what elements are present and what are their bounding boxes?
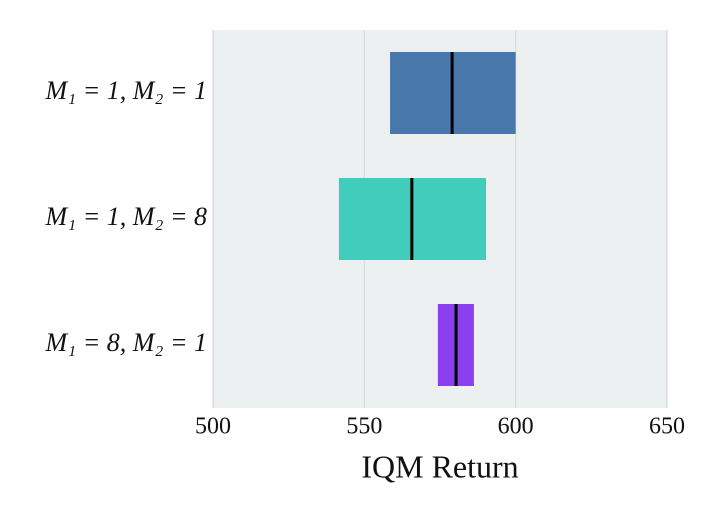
x-tick-label: 550 [346,414,382,440]
y-tick-label: M₁ = 8, M₂ = 1 [45,328,207,357]
y-tick-label: M₁ = 1, M₂ = 1 [45,76,207,105]
x-axis-label: IQM Return [361,448,518,484]
x-tick-label: 500 [195,414,231,440]
x-tick-label: 600 [498,414,534,440]
x-tick-label: 650 [649,414,685,440]
y-tick-label: M₁ = 1, M₂ = 8 [45,202,207,231]
